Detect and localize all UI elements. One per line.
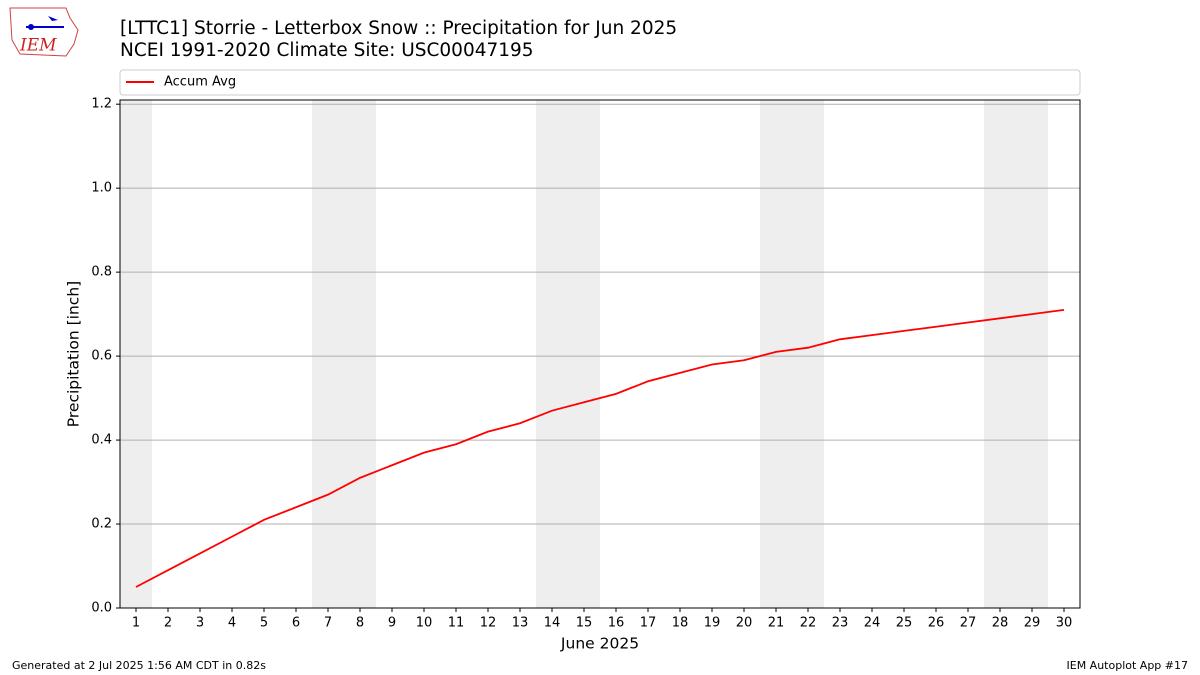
y-axis-label: Precipitation [inch]	[65, 281, 83, 427]
x-tick-label: 3	[196, 616, 204, 631]
footer-left: Generated at 2 Jul 2025 1:56 AM CDT in 0…	[12, 659, 266, 672]
x-tick-label: 2	[164, 616, 172, 631]
x-tick-label: 23	[832, 616, 849, 631]
x-tick-label: 28	[992, 616, 1009, 631]
logo-text: IEM	[19, 36, 57, 56]
x-tick-label: 17	[640, 616, 657, 631]
x-tick-label: 5	[260, 616, 268, 631]
x-tick-label: 20	[736, 616, 753, 631]
x-axis-label: June 2025	[560, 635, 639, 653]
y-tick-label: 0.0	[91, 601, 112, 616]
logo: IEM	[9, 7, 79, 57]
x-tick-label: 9	[388, 616, 396, 631]
x-tick-label: 7	[324, 616, 332, 631]
weekend-band	[536, 100, 600, 608]
x-tick-label: 21	[768, 616, 785, 631]
x-tick-label: 27	[960, 616, 977, 631]
x-tick-label: 11	[448, 616, 465, 631]
y-tick-label: 1.2	[91, 97, 112, 112]
x-tick-label: 13	[512, 616, 529, 631]
x-tick-label: 15	[576, 616, 593, 631]
chart-title: [LTTC1] Storrie - Letterbox Snow :: Prec…	[120, 18, 677, 39]
plot-frame	[119, 99, 1081, 609]
x-tick-label: 24	[864, 616, 881, 631]
chart-subtitle: NCEI 1991-2020 Climate Site: USC00047195	[120, 40, 534, 61]
series-line	[135, 309, 1065, 588]
x-tick-label: 22	[800, 616, 817, 631]
legend-label: Accum Avg	[164, 75, 236, 90]
y-tick-label: 0.8	[91, 265, 112, 280]
y-tick-label: 0.6	[91, 349, 112, 364]
legend-box	[119, 69, 1081, 96]
x-tick-label: 8	[356, 616, 364, 631]
x-tick-label: 10	[416, 616, 433, 631]
x-tick-label: 14	[544, 616, 561, 631]
y-tick-label: 0.2	[91, 517, 112, 532]
x-tick-label: 25	[896, 616, 913, 631]
x-tick-label: 12	[480, 616, 497, 631]
x-tick-label: 4	[228, 616, 236, 631]
x-tick-label: 1	[132, 616, 140, 631]
y-tick-label: 0.4	[91, 433, 112, 448]
x-tick-label: 19	[704, 616, 721, 631]
x-tick-label: 30	[1056, 616, 1073, 631]
x-tick-label: 18	[672, 616, 689, 631]
footer-right: IEM Autoplot App #17	[1067, 659, 1189, 672]
x-tick-label: 29	[1024, 616, 1041, 631]
weekend-band	[984, 100, 1048, 608]
x-tick-label: 26	[928, 616, 945, 631]
weekend-band	[312, 100, 376, 608]
weekend-band	[120, 100, 152, 608]
y-tick-label: 1.0	[91, 181, 112, 196]
x-tick-label: 6	[292, 616, 300, 631]
x-tick-label: 16	[608, 616, 625, 631]
